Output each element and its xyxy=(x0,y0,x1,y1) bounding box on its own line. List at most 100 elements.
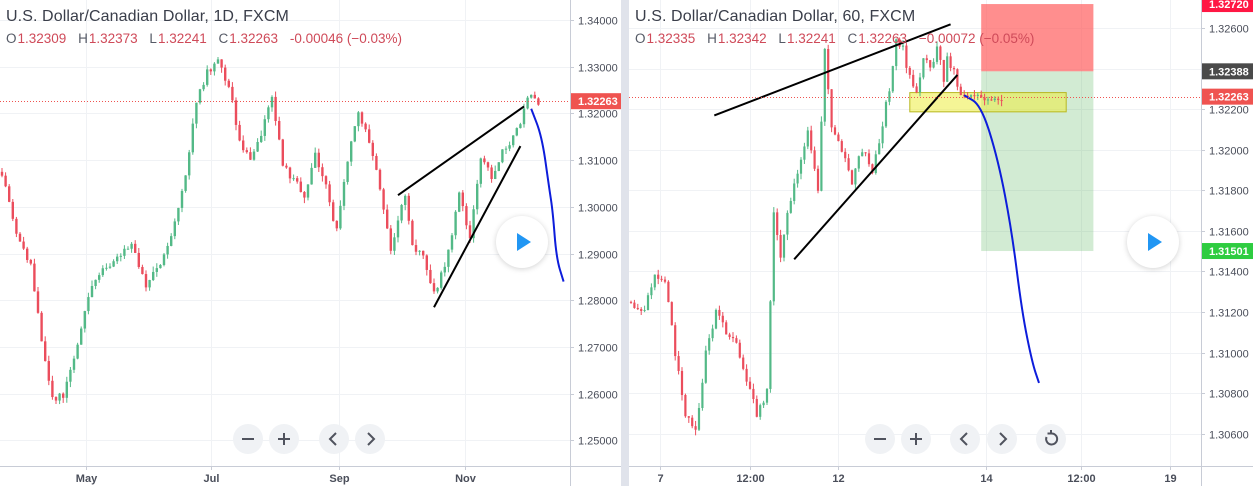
candle-body xyxy=(905,45,908,68)
candle-body xyxy=(501,149,504,163)
candle-body xyxy=(472,209,475,239)
candle-body xyxy=(915,86,918,93)
candle-body xyxy=(252,151,256,160)
candle-body xyxy=(1000,100,1003,102)
candle-body xyxy=(786,212,789,235)
chart-panel-right[interactable]: 1.326001.324001.322001.320001.318001.316… xyxy=(629,0,1253,486)
candle-body xyxy=(864,152,867,154)
trendline xyxy=(397,105,525,196)
candle-body xyxy=(533,94,536,99)
candle-body xyxy=(33,263,36,292)
candle-body xyxy=(101,268,104,276)
candle-body xyxy=(646,295,650,311)
candle-body xyxy=(382,189,385,210)
play-button[interactable] xyxy=(496,216,548,268)
candle-body xyxy=(51,380,54,398)
scroll-left-button[interactable] xyxy=(950,424,980,454)
candle-body xyxy=(274,96,277,121)
candle-body xyxy=(346,161,349,182)
candle-body xyxy=(687,416,690,418)
candle-body xyxy=(198,89,202,103)
price-marker xyxy=(1202,243,1253,260)
x-tick-label: Sep xyxy=(329,473,349,485)
price-axis xyxy=(1201,0,1253,486)
candle-body xyxy=(660,278,663,280)
candles xyxy=(0,57,540,405)
candle-body xyxy=(704,350,707,383)
candle-body xyxy=(755,399,758,417)
candle-body xyxy=(18,233,22,242)
candle-body xyxy=(360,112,364,124)
chart-panel-left[interactable]: 1.34000 1.33000 1.32000 1.31000 1.30000 1.290… xyxy=(0,0,621,486)
price-marker-label: 1.32388 xyxy=(1209,66,1249,78)
candle-body xyxy=(141,266,144,275)
candle-body xyxy=(530,94,533,98)
candle-body xyxy=(857,156,860,169)
candle-body xyxy=(414,245,418,252)
candle-body xyxy=(202,84,205,90)
candle-body xyxy=(867,153,871,165)
candle-body xyxy=(725,322,728,335)
candle-body xyxy=(759,405,762,417)
candle-body xyxy=(321,167,324,177)
candle-body xyxy=(983,97,986,101)
candle-body xyxy=(450,235,454,250)
x-tick-label: 12:00 xyxy=(1067,473,1095,485)
candle-body xyxy=(742,357,745,369)
y-tick-label: 1.34000 xyxy=(578,16,618,28)
candle-body xyxy=(762,402,765,406)
candle-body xyxy=(332,202,335,221)
candle-body xyxy=(278,120,281,140)
candle-body xyxy=(959,86,962,96)
candle-body xyxy=(508,145,511,149)
candlestick-chart[interactable]: 1.326001.324001.322001.320001.318001.316… xyxy=(629,0,1253,486)
scroll-left-button[interactable] xyxy=(319,424,349,454)
candle-body xyxy=(386,209,389,229)
scroll-right-button[interactable] xyxy=(355,424,385,454)
candle-body xyxy=(324,176,328,185)
price-marker xyxy=(1202,63,1253,80)
candlestick-chart[interactable]: 1.34000 1.33000 1.32000 1.31000 1.30000 1.290… xyxy=(0,0,621,486)
candle-body xyxy=(353,126,356,142)
zoom-out-button[interactable] xyxy=(233,424,263,454)
candle-body xyxy=(404,195,407,205)
candle-body xyxy=(375,155,378,170)
candle-body xyxy=(718,309,721,316)
candle-body xyxy=(292,178,295,180)
candle-body xyxy=(708,338,711,351)
candle-body xyxy=(629,301,633,303)
zoom-in-button[interactable] xyxy=(269,424,299,454)
candle-body xyxy=(119,255,122,257)
candle-body xyxy=(949,56,952,68)
candle-body xyxy=(436,287,439,292)
y-tick-label: 1.31200 xyxy=(1209,308,1249,320)
y-tick-label: 1.27000 xyxy=(578,343,618,355)
y-tick-label: 1.33000 xyxy=(578,63,618,75)
candle-body xyxy=(633,302,636,308)
zoom-out-button[interactable] xyxy=(865,424,895,454)
candle-body xyxy=(26,248,29,260)
reset-chart-button[interactable] xyxy=(1036,424,1066,454)
x-tick-label: May xyxy=(76,473,98,485)
candle-body xyxy=(522,108,526,125)
candle-body xyxy=(519,124,522,129)
y-tick-label: 1.31000 xyxy=(578,156,618,168)
zoom-in-button[interactable] xyxy=(901,424,931,454)
candle-body xyxy=(245,150,248,153)
candle-body xyxy=(368,129,371,143)
candle-body xyxy=(888,91,891,102)
candle-body xyxy=(87,297,90,312)
candle-body xyxy=(220,59,223,68)
candle-body xyxy=(901,45,905,47)
candle-body xyxy=(443,266,446,273)
scroll-right-button[interactable] xyxy=(987,424,1017,454)
price-marker xyxy=(571,93,621,110)
candle-body xyxy=(782,234,786,258)
candle-body xyxy=(504,148,508,150)
candle-body xyxy=(44,341,47,362)
candle-body xyxy=(976,94,979,96)
candle-body xyxy=(973,95,976,97)
candle-body xyxy=(748,381,752,389)
candle-body xyxy=(769,301,772,389)
play-button[interactable] xyxy=(1127,216,1179,268)
